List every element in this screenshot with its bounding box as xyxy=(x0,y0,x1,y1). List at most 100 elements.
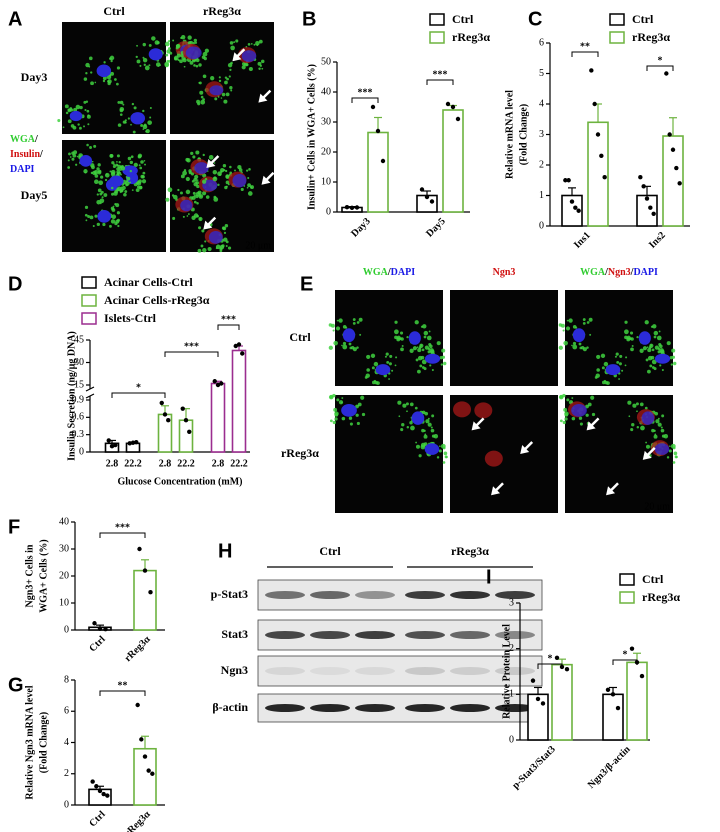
significance-bracket xyxy=(612,659,638,665)
wga-dot xyxy=(197,248,202,253)
bar xyxy=(210,382,226,453)
wga-dot xyxy=(427,347,431,351)
wga-dot xyxy=(116,211,120,215)
wga-dot xyxy=(371,366,375,370)
wga-dot xyxy=(98,169,102,174)
wga-dot xyxy=(328,345,333,350)
wga-dot xyxy=(225,185,228,188)
blot-band xyxy=(265,631,305,639)
wga-dot xyxy=(75,163,78,166)
wga-dot xyxy=(422,324,427,329)
data-point xyxy=(651,211,656,216)
y-tick-label: 15 xyxy=(74,379,84,390)
bar xyxy=(602,693,624,741)
wga-dot xyxy=(645,441,648,444)
nucleus xyxy=(209,85,224,96)
arrow-head xyxy=(261,175,271,185)
wga-dot xyxy=(202,153,205,157)
data-point xyxy=(97,626,103,631)
wga-dot xyxy=(219,244,225,250)
data-point xyxy=(97,788,103,794)
data-point xyxy=(569,199,575,204)
y-tick-label: 20 xyxy=(59,570,69,581)
wga-dot xyxy=(111,161,115,165)
data-point xyxy=(148,590,153,595)
wga-dot xyxy=(192,155,196,159)
wga-dot xyxy=(90,71,93,74)
wga-dot xyxy=(164,61,170,67)
panel-letter: B xyxy=(302,8,316,30)
wga-dot xyxy=(225,175,230,179)
panel-letter: G xyxy=(8,674,24,696)
wga-dot xyxy=(94,81,97,84)
wga-dot xyxy=(230,61,233,65)
wga-dot xyxy=(198,226,202,230)
panel-letter: D xyxy=(8,273,22,295)
wga-dot xyxy=(412,346,418,351)
wga-dot xyxy=(672,461,676,464)
data-point xyxy=(130,440,136,445)
wga-dot xyxy=(104,172,110,178)
wga-dot xyxy=(401,344,404,347)
y-tick-label: 6 xyxy=(64,706,69,717)
wga-dot xyxy=(356,346,359,349)
wga-dot xyxy=(258,39,263,44)
wga-dot xyxy=(256,44,259,47)
wga-dot xyxy=(243,62,248,67)
wga-dot xyxy=(94,214,98,218)
wga-dot xyxy=(635,402,639,406)
wga-dot xyxy=(135,188,140,193)
wga-dot xyxy=(669,355,673,360)
wga-dot xyxy=(124,121,127,124)
wga-dot xyxy=(647,355,653,361)
wga-dot xyxy=(194,41,198,44)
nucleus xyxy=(241,50,257,62)
wga-dot xyxy=(65,111,69,115)
wga-dot xyxy=(332,420,336,425)
wga-dot xyxy=(409,402,414,407)
column-label: Ctrl xyxy=(103,4,125,18)
wga-dot xyxy=(69,156,72,158)
scale-label: 20 μm xyxy=(644,501,670,512)
wga-dot xyxy=(586,346,589,349)
micrograph xyxy=(558,393,678,513)
significance-label: *** xyxy=(433,69,448,80)
wga-dot xyxy=(255,40,260,46)
wga-dot xyxy=(433,434,439,439)
stain-label: WGA/ xyxy=(10,134,38,145)
x-tick-label: 2.8 xyxy=(212,458,225,469)
wga-dot xyxy=(142,171,146,175)
wga-dot xyxy=(200,95,204,99)
arrow-head xyxy=(606,486,616,496)
wga-dot xyxy=(388,378,390,380)
bar xyxy=(367,131,389,213)
wga-dot xyxy=(94,174,99,178)
wga-dot xyxy=(136,44,138,47)
wga-dot xyxy=(415,441,418,444)
row-label: rReg3α xyxy=(281,446,319,460)
nucleus xyxy=(408,331,421,345)
legend-label: Acinar Cells-rReg3α xyxy=(104,293,210,307)
wga-dot xyxy=(100,175,104,179)
data-point xyxy=(641,184,646,189)
data-point xyxy=(187,429,192,434)
wga-dot xyxy=(190,172,195,176)
wga-dot xyxy=(436,456,440,459)
stain-segment: Ngn3 xyxy=(493,267,516,278)
wga-dot xyxy=(182,170,187,176)
wga-dot xyxy=(140,124,144,127)
row-label: Day5 xyxy=(21,188,48,202)
stain-segment: / xyxy=(34,134,38,145)
wga-dot xyxy=(596,354,601,360)
wga-dot xyxy=(572,341,577,346)
wga-dot xyxy=(359,333,362,336)
wga-dot xyxy=(196,179,199,182)
wga-dot xyxy=(98,180,104,186)
wga-dot xyxy=(86,109,90,113)
y-tick-label: 6 xyxy=(539,37,544,48)
data-point xyxy=(113,442,118,448)
arrow-head xyxy=(520,445,530,454)
wga-dot xyxy=(142,57,148,63)
blot-label: β-actin xyxy=(212,700,248,714)
x-tick-label: Day5 xyxy=(424,216,448,240)
